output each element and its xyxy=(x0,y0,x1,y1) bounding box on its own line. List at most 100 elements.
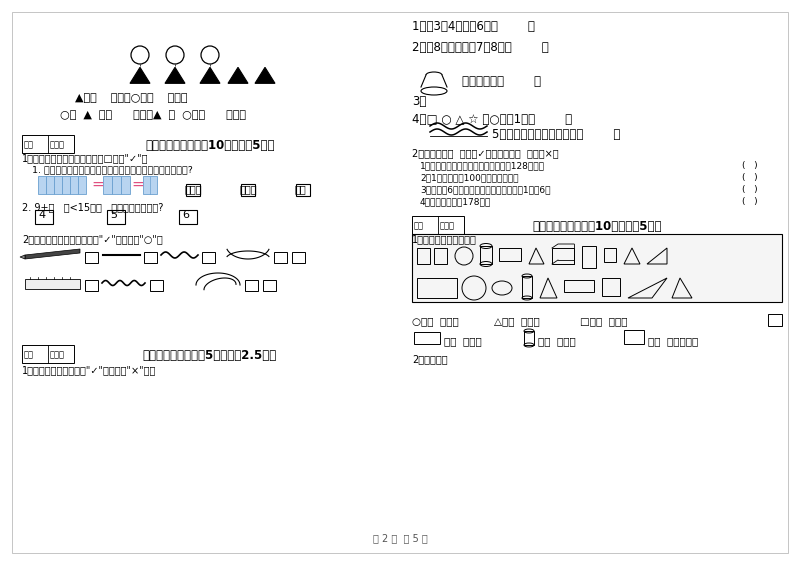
Text: 有（  ）个，: 有（ ）个， xyxy=(444,336,482,346)
Bar xyxy=(112,176,121,194)
Polygon shape xyxy=(25,249,80,259)
Bar xyxy=(144,252,157,263)
Bar xyxy=(296,184,310,196)
Text: 1、数一数，填一填吧。: 1、数一数，填一填吧。 xyxy=(412,234,477,244)
Text: 1、比3多4的数是6。（        ）: 1、比3多4的数是6。（ ） xyxy=(412,20,535,33)
Text: 评卷人: 评卷人 xyxy=(440,221,455,230)
Text: 2、正确的在（  ）里画✓，错误的在（  ）里画×。: 2、正确的在（ ）里画✓，错误的在（ ）里画×。 xyxy=(412,148,558,158)
Text: □有（  ）个，: □有（ ）个， xyxy=(580,316,627,326)
Text: 1、小法官裁案（对的打"✓"，错的打"×"）。: 1、小法官裁案（对的打"✓"，错的打"×"）。 xyxy=(22,365,156,375)
Bar xyxy=(412,216,464,234)
Bar xyxy=(85,252,98,263)
Bar xyxy=(552,248,574,264)
Text: 得分: 得分 xyxy=(24,140,34,149)
Text: 2、与8相邻的数是7和8。（        ）: 2、与8相邻的数是7和8。（ ） xyxy=(412,41,549,54)
Bar xyxy=(143,176,157,194)
Text: (   ): ( ) xyxy=(742,185,758,194)
Text: 正方体: 正方体 xyxy=(240,184,258,194)
Text: 6: 6 xyxy=(182,210,189,220)
Text: 2. 9+（   ）<15，（   ）里最大可以填几?: 2. 9+（ ）<15，（ ）里最大可以填几? xyxy=(22,202,163,212)
Bar xyxy=(54,176,62,194)
Polygon shape xyxy=(130,67,150,83)
Text: 评卷人: 评卷人 xyxy=(50,140,65,149)
Bar xyxy=(121,176,130,194)
Text: 1、选一选。在合适答案下面的□里打"✓"。: 1、选一选。在合适答案下面的□里打"✓"。 xyxy=(22,153,149,163)
Bar xyxy=(414,332,440,344)
Bar xyxy=(179,210,197,224)
Bar xyxy=(522,276,532,298)
Text: ○有（  ）个，: ○有（ ）个， xyxy=(412,316,458,326)
Polygon shape xyxy=(200,67,220,83)
Bar xyxy=(417,278,457,298)
Text: 4: 4 xyxy=(38,210,45,220)
Text: 5、这两根绳子不一样长。（        ）: 5、这两根绳子不一样长。（ ） xyxy=(492,128,620,141)
Text: 5: 5 xyxy=(110,210,117,220)
Bar xyxy=(768,314,782,326)
Bar xyxy=(70,176,78,194)
Text: 长方体: 长方体 xyxy=(185,184,202,194)
Bar xyxy=(22,345,74,363)
Bar xyxy=(245,280,258,291)
Text: =: = xyxy=(131,176,144,192)
Text: 圆柱: 圆柱 xyxy=(295,184,306,194)
Bar xyxy=(35,210,53,224)
Text: ○比  ▲  少（      ）个；▲  比  ○多（      ）只；: ○比 ▲ 少（ ）个；▲ 比 ○多（ ）只； xyxy=(60,110,246,120)
Text: 六、数一数（本题共10分，每题5分）: 六、数一数（本题共10分，每题5分） xyxy=(532,220,662,233)
Text: △有（  ）个，: △有（ ）个， xyxy=(494,316,540,326)
Bar xyxy=(412,234,782,302)
Text: 评卷人: 评卷人 xyxy=(50,350,65,359)
Text: 有（  ）个，: 有（ ）个， xyxy=(538,336,576,346)
Text: 不是圆柱。（        ）: 不是圆柱。（ ） xyxy=(462,75,541,88)
Text: 得分: 得分 xyxy=(24,350,34,359)
Bar xyxy=(22,135,74,153)
Polygon shape xyxy=(20,255,25,259)
Bar xyxy=(434,248,447,264)
Text: (   ): ( ) xyxy=(742,173,758,182)
Bar xyxy=(78,176,86,194)
Bar xyxy=(524,331,534,345)
Bar xyxy=(186,184,200,196)
Polygon shape xyxy=(255,67,275,83)
Bar xyxy=(624,330,644,344)
Bar xyxy=(103,176,112,194)
Bar xyxy=(292,252,305,263)
Bar xyxy=(480,246,492,264)
Bar xyxy=(46,176,54,194)
Text: 第 2 页  共 5 页: 第 2 页 共 5 页 xyxy=(373,533,427,543)
Text: 3、: 3、 xyxy=(412,95,426,108)
Bar xyxy=(202,252,215,263)
Bar xyxy=(25,279,80,289)
Text: 4、□ ○ △ ☆ ，○排第1。（        ）: 4、□ ○ △ ☆ ，○排第1。（ ） xyxy=(412,113,572,126)
Text: (   ): ( ) xyxy=(742,161,758,170)
Bar xyxy=(85,280,98,291)
Bar xyxy=(241,184,255,196)
Bar xyxy=(263,280,276,291)
Bar xyxy=(602,278,620,296)
Text: (   ): ( ) xyxy=(742,197,758,206)
Bar xyxy=(564,280,594,292)
Bar xyxy=(417,248,430,264)
Polygon shape xyxy=(228,67,248,83)
Text: 有（  ）个，有（: 有（ ）个，有（ xyxy=(648,336,698,346)
Bar xyxy=(499,248,521,261)
Bar xyxy=(62,176,70,194)
Text: 2、1米的绳子比100厘米的绳子长。: 2、1米的绳子比100厘米的绳子长。 xyxy=(420,173,518,182)
Bar xyxy=(38,176,46,194)
Polygon shape xyxy=(165,67,185,83)
Bar xyxy=(150,280,163,291)
Text: 1. 一张长方形纸，照下图的样子折一折，折出的是什么形状?: 1. 一张长方形纸，照下图的样子折一折，折出的是什么形状? xyxy=(32,165,193,174)
Bar xyxy=(604,248,616,262)
Text: 五、对与错（本题共5分，每题2.5分）: 五、对与错（本题共5分，每题2.5分） xyxy=(143,349,277,362)
Text: 四、选一选（本题共10分，每题5分）: 四、选一选（本题共10分，每题5分） xyxy=(146,139,274,152)
Bar xyxy=(582,246,596,268)
Text: 2、长短选择与判断。长的画"✓"，短的画"○"。: 2、长短选择与判断。长的画"✓"，短的画"○"。 xyxy=(22,234,162,244)
Text: 4、爸爸的身高有178米。: 4、爸爸的身高有178米。 xyxy=(420,197,491,206)
Text: 2、数一数。: 2、数一数。 xyxy=(412,354,448,364)
Text: ▲有（    ）个，○有（    ）个。: ▲有（ ）个，○有（ ）个。 xyxy=(75,93,187,103)
Bar xyxy=(107,210,125,224)
Text: 得分: 得分 xyxy=(414,221,424,230)
Text: 1、小明今年读二年级了，牝的身高是128厘米。: 1、小明今年读二年级了，牝的身高是128厘米。 xyxy=(420,161,545,170)
Text: 3、画一条6厘米长的线段，从尺子的刻度1画到6。: 3、画一条6厘米长的线段，从尺子的刻度1画到6。 xyxy=(420,185,550,194)
Bar xyxy=(274,252,287,263)
Text: =: = xyxy=(91,176,104,192)
